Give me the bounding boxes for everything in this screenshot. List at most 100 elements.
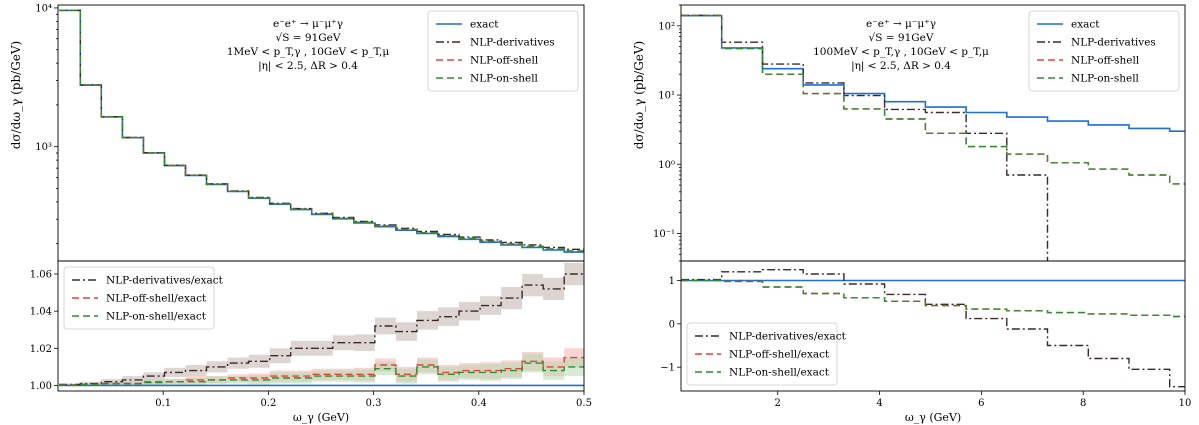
y-tick-label: 0 (669, 319, 675, 330)
x-tick-label: 0.2 (260, 398, 276, 409)
legend-frame (686, 322, 838, 386)
x-tick-label: 2 (775, 398, 781, 409)
error-band (164, 367, 186, 378)
legend-entry: NLP-derivatives/exact (106, 275, 224, 287)
error-band (248, 354, 270, 368)
x-tick-label: 0.5 (576, 398, 592, 409)
y-tick-label: 1.00 (30, 381, 52, 392)
error-band (459, 301, 481, 321)
error-band (311, 370, 333, 382)
x-tick-label: 6 (978, 398, 984, 409)
x-tick-label: 0.4 (471, 398, 487, 409)
annotation-text: |η| < 2.5, ΔR > 0.4 (258, 60, 358, 73)
annotation-text: 100MeV < p_T,γ , 10GeV < p_T,μ (813, 46, 989, 58)
error-band (522, 274, 544, 297)
legend-entry: NLP-off-shell (470, 55, 539, 67)
error-band (248, 375, 270, 385)
error-band (185, 378, 207, 386)
series-line-NLP-on-shell/exact (681, 279, 1185, 318)
legend-entry: NLP-off-shell/exact (106, 293, 207, 305)
x-axis-label: ω_γ (GeV) (905, 411, 961, 424)
plot-area (59, 262, 584, 387)
legend-frame (63, 266, 215, 330)
y-tick-label: 10⁴ (35, 3, 52, 14)
error-band (480, 296, 502, 315)
legend-entry: NLP-on-shell/exact (106, 311, 207, 323)
plot-area (681, 269, 1185, 388)
legend: exact NLP-derivatives NLP-off-shell NLP-on-… (427, 10, 579, 92)
y-tick-label: 10⁰ (658, 160, 675, 171)
error-band (290, 372, 312, 384)
annotation-text: e⁻e⁺ → μ⁻μ⁺γ (866, 18, 936, 30)
error-band (101, 381, 123, 386)
legend-entry: NLP-off-shell (1071, 55, 1140, 67)
y-tick-label: 1.04 (30, 307, 52, 318)
legend: NLP-derivatives/exact NLP-off-shell/exact… (63, 266, 224, 330)
y-tick-label: 1.02 (30, 344, 52, 355)
legend-entry: exact (470, 19, 499, 31)
annotation-text: √S = 91GeV (869, 32, 934, 44)
error-band (122, 381, 144, 386)
error-band (206, 361, 228, 373)
error-band (269, 348, 291, 364)
x-tick-label: 8 (1080, 398, 1086, 409)
plot-area (681, 14, 1185, 261)
y-tick-label: 10⁻¹ (653, 229, 675, 240)
y-tick-label: 1.06 (30, 270, 52, 281)
legend-entry: NLP-derivatives (1071, 37, 1156, 49)
error-band (122, 376, 144, 384)
series-line-NLP-on-shell/exact (59, 362, 584, 386)
legend-entry: NLP-off-shell/exact (729, 349, 830, 361)
y-tick-label: 1 (669, 276, 675, 287)
legend-entry: NLP-derivatives/exact (729, 331, 847, 343)
annotation-text: √S = 91GeV (276, 32, 341, 44)
x-tick-label: 4 (876, 398, 882, 409)
x-axis-label: ω_γ (GeV) (293, 411, 349, 424)
legend-entry: NLP-on-shell/exact (729, 367, 830, 379)
legend-frame (1028, 10, 1180, 92)
error-band (269, 372, 291, 384)
legend-entry: NLP-derivatives (470, 37, 555, 49)
legend: NLP-derivatives/exact NLP-off-shell/exact… (686, 322, 847, 386)
error-band (227, 357, 249, 369)
y-tick-label: 10¹ (658, 91, 675, 102)
error-band (332, 370, 354, 382)
series-line-NLP-on-shell (681, 14, 1185, 185)
x-tick-label: 10 (1179, 398, 1192, 409)
y-axis-label: dσ/dω_γ (pb/GeV) (9, 41, 23, 150)
series-line-NLP-derivatives/exact (681, 269, 1185, 388)
error-band (227, 376, 249, 384)
panel-right-bottom: −1 0 1 2 4 6 8 10 ω_γ (GeV) NLP-derivatives/exact… (660, 260, 1192, 424)
series-line-NLP-off-shell/exact (681, 279, 1185, 318)
annotation-text: 1MeV < p_T,γ , 10GeV < p_T,μ (227, 46, 390, 58)
legend-entry: exact (1071, 19, 1100, 31)
series-line-exact (681, 14, 1185, 132)
error-band (206, 376, 228, 384)
series-line-NLP-derivatives/exact (59, 273, 584, 386)
y-tick-label: 10³ (35, 142, 52, 153)
legend-entry: NLP-on-shell (1071, 73, 1140, 85)
error-band (80, 383, 102, 386)
series-line-NLP-off-shell/exact (59, 356, 584, 386)
error-band (522, 353, 544, 373)
plot-area (59, 9, 584, 253)
x-tick-label: 0.1 (155, 398, 171, 409)
error-band (395, 368, 417, 384)
axes-frame (57, 260, 585, 392)
panel-right-top: 10⁻¹ 10⁰ 10¹ 10² dσ/dω_γ (pb/GeV) e⁻e⁺ → μ⁻μ⁺… (632, 4, 1186, 262)
y-axis-label: dσ/dω_γ (pb/GeV) (632, 41, 646, 150)
legend: exact NLP-derivatives NLP-off-shell NLP-on-… (1028, 10, 1180, 92)
series-line-NLP-on-shell (59, 9, 584, 252)
annotation-text: |η| < 2.5, ΔR > 0.4 (851, 60, 951, 73)
y-tick-label: 10² (658, 21, 675, 32)
legend-frame (427, 10, 579, 92)
legend-entry: NLP-on-shell (470, 73, 539, 85)
x-tick-label: 0.3 (366, 398, 382, 409)
error-band (143, 379, 165, 386)
panel-left-top: 10³ 10⁴ dσ/dω_γ (pb/GeV) e⁻e⁺ → μ⁻μ⁺γ √S = 9… (9, 3, 585, 262)
error-band (164, 378, 186, 385)
panel-left-bottom: 1.00 1.02 1.04 1.06 0.1 0.2 0.3 0.4 0.5 ω_γ (GeV)… (30, 260, 592, 424)
y-tick-label: −1 (660, 363, 675, 374)
axes-frame (680, 260, 1186, 392)
